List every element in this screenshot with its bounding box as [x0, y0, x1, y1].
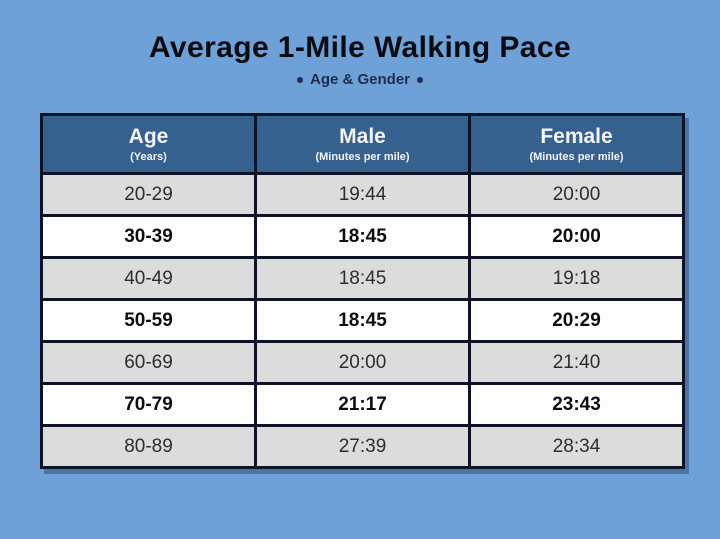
male-cell: 27:39: [254, 424, 471, 469]
walking-pace-table: Age (Years) Male (Minutes per mile) Fema…: [40, 113, 685, 469]
age-cell: 20-29: [40, 172, 257, 217]
page-subtitle-text: Age & Gender: [309, 71, 411, 88]
column-label: Age: [128, 124, 169, 148]
age-cell: 50-59: [40, 298, 257, 343]
male-cell: 18:45: [254, 298, 471, 343]
dot-icon: [296, 76, 303, 83]
age-cell: 30-39: [40, 214, 257, 259]
age-cell: 80-89: [40, 424, 257, 469]
page-title: Average 1-Mile Walking Pace: [148, 31, 572, 64]
female-cell: 28:34: [468, 424, 685, 469]
age-cell: 60-69: [40, 340, 257, 385]
female-cell: 20:29: [468, 298, 685, 343]
table-row: 60-69 20:00 21:40: [40, 340, 685, 385]
female-cell: 21:40: [468, 340, 685, 385]
column-header-age: Age (Years): [40, 113, 257, 175]
column-unit: (Minutes per mile): [315, 151, 410, 164]
column-label: Female: [540, 124, 613, 148]
female-cell: 20:00: [468, 214, 685, 259]
male-cell: 20:00: [254, 340, 471, 385]
column-header-female: Female (Minutes per mile): [468, 113, 685, 175]
column-unit: (Years): [130, 151, 167, 164]
male-cell: 18:45: [254, 214, 471, 259]
female-cell: 20:00: [468, 172, 685, 217]
column-header-male: Male (Minutes per mile): [254, 113, 471, 175]
table-row: 70-79 21:17 23:43: [40, 382, 685, 427]
column-label: Male: [339, 124, 386, 148]
page-subtitle: Age & Gender: [0, 71, 720, 88]
table-row: 40-49 18:45 19:18: [40, 256, 685, 301]
male-cell: 21:17: [254, 382, 471, 427]
dot-icon: [417, 76, 424, 83]
age-cell: 70-79: [40, 382, 257, 427]
header-row: Age (Years) Male (Minutes per mile) Fema…: [40, 113, 685, 175]
column-unit: (Minutes per mile): [529, 151, 624, 164]
table-row: 80-89 27:39 28:34: [40, 424, 685, 469]
male-cell: 18:45: [254, 256, 471, 301]
table-row: 20-29 19:44 20:00: [40, 172, 685, 217]
age-cell: 40-49: [40, 256, 257, 301]
table-row: 50-59 18:45 20:29: [40, 298, 685, 343]
female-cell: 19:18: [468, 256, 685, 301]
female-cell: 23:43: [468, 382, 685, 427]
table-row: 30-39 18:45 20:00: [40, 214, 685, 259]
male-cell: 19:44: [254, 172, 471, 217]
infographic-canvas: Average 1-Mile Walking Pace Age & Gender…: [0, 0, 720, 469]
